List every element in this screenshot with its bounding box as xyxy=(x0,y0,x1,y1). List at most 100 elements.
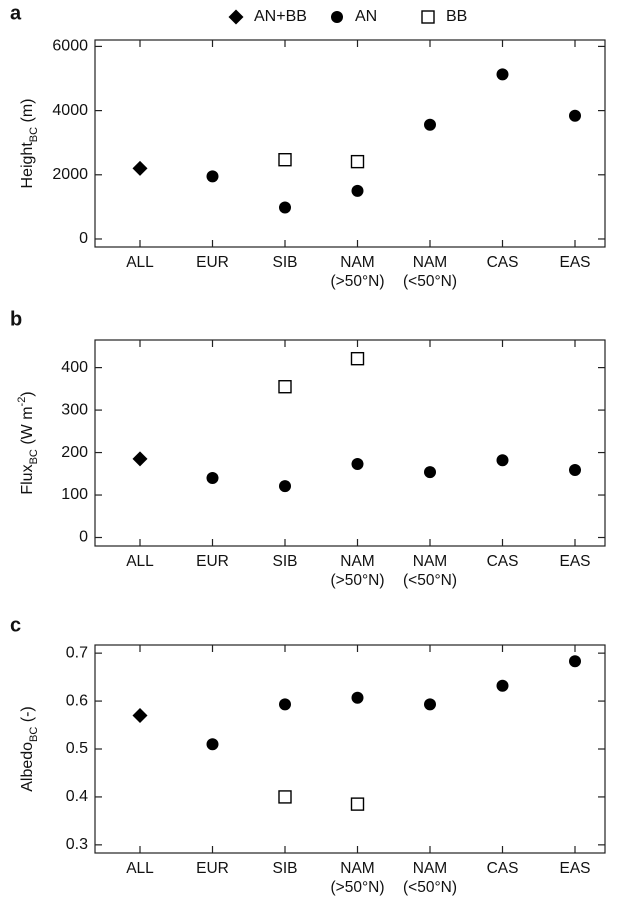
x-tick-label-box: ALL xyxy=(126,553,154,570)
point xyxy=(279,201,291,214)
x-tick-label-box: CAS xyxy=(486,553,519,570)
x-tick-label-box: SIB xyxy=(272,860,298,877)
point xyxy=(350,154,365,169)
x-tick-label-box: EAS xyxy=(559,553,591,570)
plot-frame xyxy=(94,39,606,248)
x-tick-label-box: ALL xyxy=(126,860,154,877)
point xyxy=(132,160,148,176)
y-tick-label: 0 xyxy=(79,230,88,247)
x-tick-label: NAM (<50°N) xyxy=(402,254,457,290)
x-tick-label: CAS xyxy=(486,860,519,877)
point xyxy=(132,451,148,467)
point xyxy=(496,679,509,692)
point xyxy=(424,118,436,131)
x-tick-label: NAM (>50°N) xyxy=(330,860,385,896)
y-axis-label-part: Flux xyxy=(19,464,36,494)
x-tick-label: EAS xyxy=(559,553,591,570)
y-tick-label: 6000 xyxy=(52,38,88,55)
point xyxy=(424,698,436,711)
x-tick-label-box: SIB xyxy=(273,254,298,271)
plot-frame xyxy=(94,339,606,547)
x-tick-label-box: NAM (>50°N) xyxy=(330,553,385,589)
x-tick-label: EAS xyxy=(559,254,591,271)
y-axis-label-part: BC xyxy=(28,127,40,142)
x-tick-label: NAM (<50°N) xyxy=(402,553,457,589)
y-axis-label-part: ) xyxy=(19,391,36,396)
point xyxy=(424,466,436,479)
y-axis-label: FluxBC (W m-2) xyxy=(16,391,40,494)
point xyxy=(132,707,148,723)
y-axis-label-part: (W m xyxy=(19,406,36,449)
y-axis-label-part: BC xyxy=(28,727,40,742)
x-tick-label: CAS xyxy=(486,553,519,570)
y-tick-label: 4000 xyxy=(52,102,88,119)
point xyxy=(350,797,365,811)
x-tick-label-box: CAS xyxy=(486,254,519,271)
x-tick-label: NAM (<50°N) xyxy=(402,860,457,896)
x-tick-label: NAM (>50°N) xyxy=(330,553,385,589)
x-tick-label-box: NAM (>50°N) xyxy=(330,254,385,290)
y-tick-label: 0.7 xyxy=(66,644,88,661)
x-tick-label-box: NAM (>50°N) xyxy=(330,860,385,896)
y-axis-label-part: BC xyxy=(28,449,40,464)
y-axis-label-part: -2 xyxy=(16,397,28,407)
x-tick-label-box: NAM (<50°N) xyxy=(402,553,457,589)
point xyxy=(569,109,581,122)
legend-label: BB xyxy=(446,8,467,25)
point xyxy=(278,790,292,804)
y-axis-label: HeightBC (m) xyxy=(19,99,40,189)
y-tick-label: 300 xyxy=(61,401,88,418)
legend-marker xyxy=(421,10,435,24)
x-tick-label: EUR xyxy=(196,553,229,570)
y-axis-label-part: (-) xyxy=(19,706,36,726)
y-tick-label: 200 xyxy=(61,444,88,461)
x-tick-label-box: NAM (<50°N) xyxy=(402,254,457,290)
x-tick-label-box: CAS xyxy=(486,860,519,877)
x-tick-label: ALL xyxy=(126,860,154,877)
legend-marker xyxy=(228,9,244,25)
point xyxy=(496,454,509,467)
point xyxy=(279,698,291,711)
point xyxy=(351,184,364,197)
x-tick-label: EAS xyxy=(559,860,591,877)
point xyxy=(569,655,581,668)
y-tick-label: 0.5 xyxy=(66,740,88,757)
legend-label: AN xyxy=(355,8,377,25)
legend-label: AN+BB xyxy=(254,8,307,25)
panel-label: a xyxy=(10,2,22,24)
y-axis-label-part: Albedo xyxy=(19,742,36,792)
point xyxy=(278,153,292,167)
x-tick-label: CAS xyxy=(486,254,519,271)
y-tick-label: 400 xyxy=(61,359,88,376)
x-tick-label-box: ALL xyxy=(126,254,154,271)
point xyxy=(350,351,365,366)
y-tick-label: 0 xyxy=(79,529,88,546)
y-tick-label: 0.3 xyxy=(66,836,88,853)
y-axis-label-part: Height xyxy=(19,142,36,189)
x-tick-label: ALL xyxy=(126,254,154,271)
point xyxy=(206,170,219,183)
point xyxy=(278,380,292,394)
x-tick-label-box: NAM (<50°N) xyxy=(402,860,457,896)
point xyxy=(351,458,364,471)
point xyxy=(279,480,291,493)
x-tick-label-box: SIB xyxy=(272,553,298,570)
x-tick-label-box: EUR xyxy=(196,254,229,271)
x-tick-label: EUR xyxy=(196,254,229,271)
x-tick-label: SIB xyxy=(272,553,298,570)
x-tick-label: SIB xyxy=(272,860,298,877)
plot-frame xyxy=(94,644,606,854)
y-tick-label: 100 xyxy=(61,486,88,503)
x-tick-label-box: EAS xyxy=(559,860,591,877)
panel-label: c xyxy=(10,614,21,636)
x-tick-label-box: EUR xyxy=(196,553,229,570)
x-tick-label-box: EUR xyxy=(196,860,229,877)
point xyxy=(496,68,509,81)
x-tick-label: NAM (>50°N) xyxy=(330,254,385,290)
y-axis-label-part: (m) xyxy=(19,99,36,127)
point xyxy=(206,472,219,485)
y-tick-label: 0.6 xyxy=(66,692,88,709)
point xyxy=(206,738,219,751)
